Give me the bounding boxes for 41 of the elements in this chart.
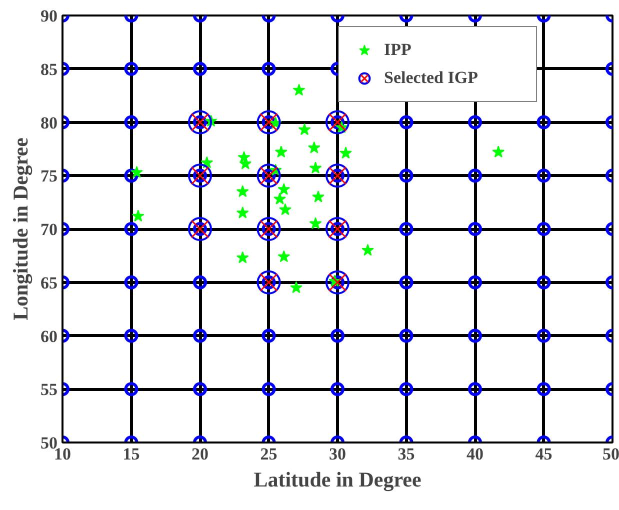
- point: [292, 84, 306, 96]
- x-tick-label: 15: [122, 444, 140, 464]
- point: [362, 244, 374, 256]
- point: [340, 146, 352, 159]
- y-tick-label: 75: [40, 166, 58, 186]
- x-tick-label: 50: [602, 444, 619, 464]
- point: [130, 166, 143, 178]
- y-tick-label: 80: [40, 113, 58, 132]
- point: [312, 190, 324, 202]
- legend-label: Selected IGP: [384, 68, 479, 88]
- point: [278, 250, 290, 262]
- y-axis-title: Longitude in Degree: [8, 138, 32, 320]
- x-tick-label: 35: [398, 444, 415, 464]
- x-tick-label: 30: [329, 444, 346, 464]
- y-tick-label: 65: [40, 273, 58, 292]
- point: [236, 206, 249, 218]
- x-tick-label: 20: [192, 444, 208, 464]
- x-tick-label: 40: [466, 444, 484, 464]
- y-tick-label: 85: [40, 60, 58, 79]
- y-tick-label: 60: [40, 326, 58, 346]
- point: [298, 123, 311, 136]
- point: [274, 192, 286, 204]
- y-tick-label: 90: [40, 6, 58, 26]
- point: [200, 156, 214, 168]
- point: [492, 146, 505, 158]
- point: [132, 210, 144, 222]
- point: [290, 281, 302, 294]
- y-tick-label: 70: [40, 220, 58, 239]
- point: [309, 217, 322, 230]
- x-tick-label: 25: [260, 444, 278, 464]
- point: [308, 141, 320, 154]
- point: [236, 185, 249, 197]
- y-tick-label: 55: [40, 380, 58, 400]
- point: [236, 251, 249, 264]
- point: [278, 183, 290, 195]
- point: [309, 162, 322, 174]
- point: [274, 146, 288, 158]
- legend-label: IPP: [384, 40, 412, 60]
- x-axis-title: Latitude in Degree: [254, 468, 422, 492]
- point: [279, 203, 292, 216]
- x-tick-label: 45: [535, 444, 552, 464]
